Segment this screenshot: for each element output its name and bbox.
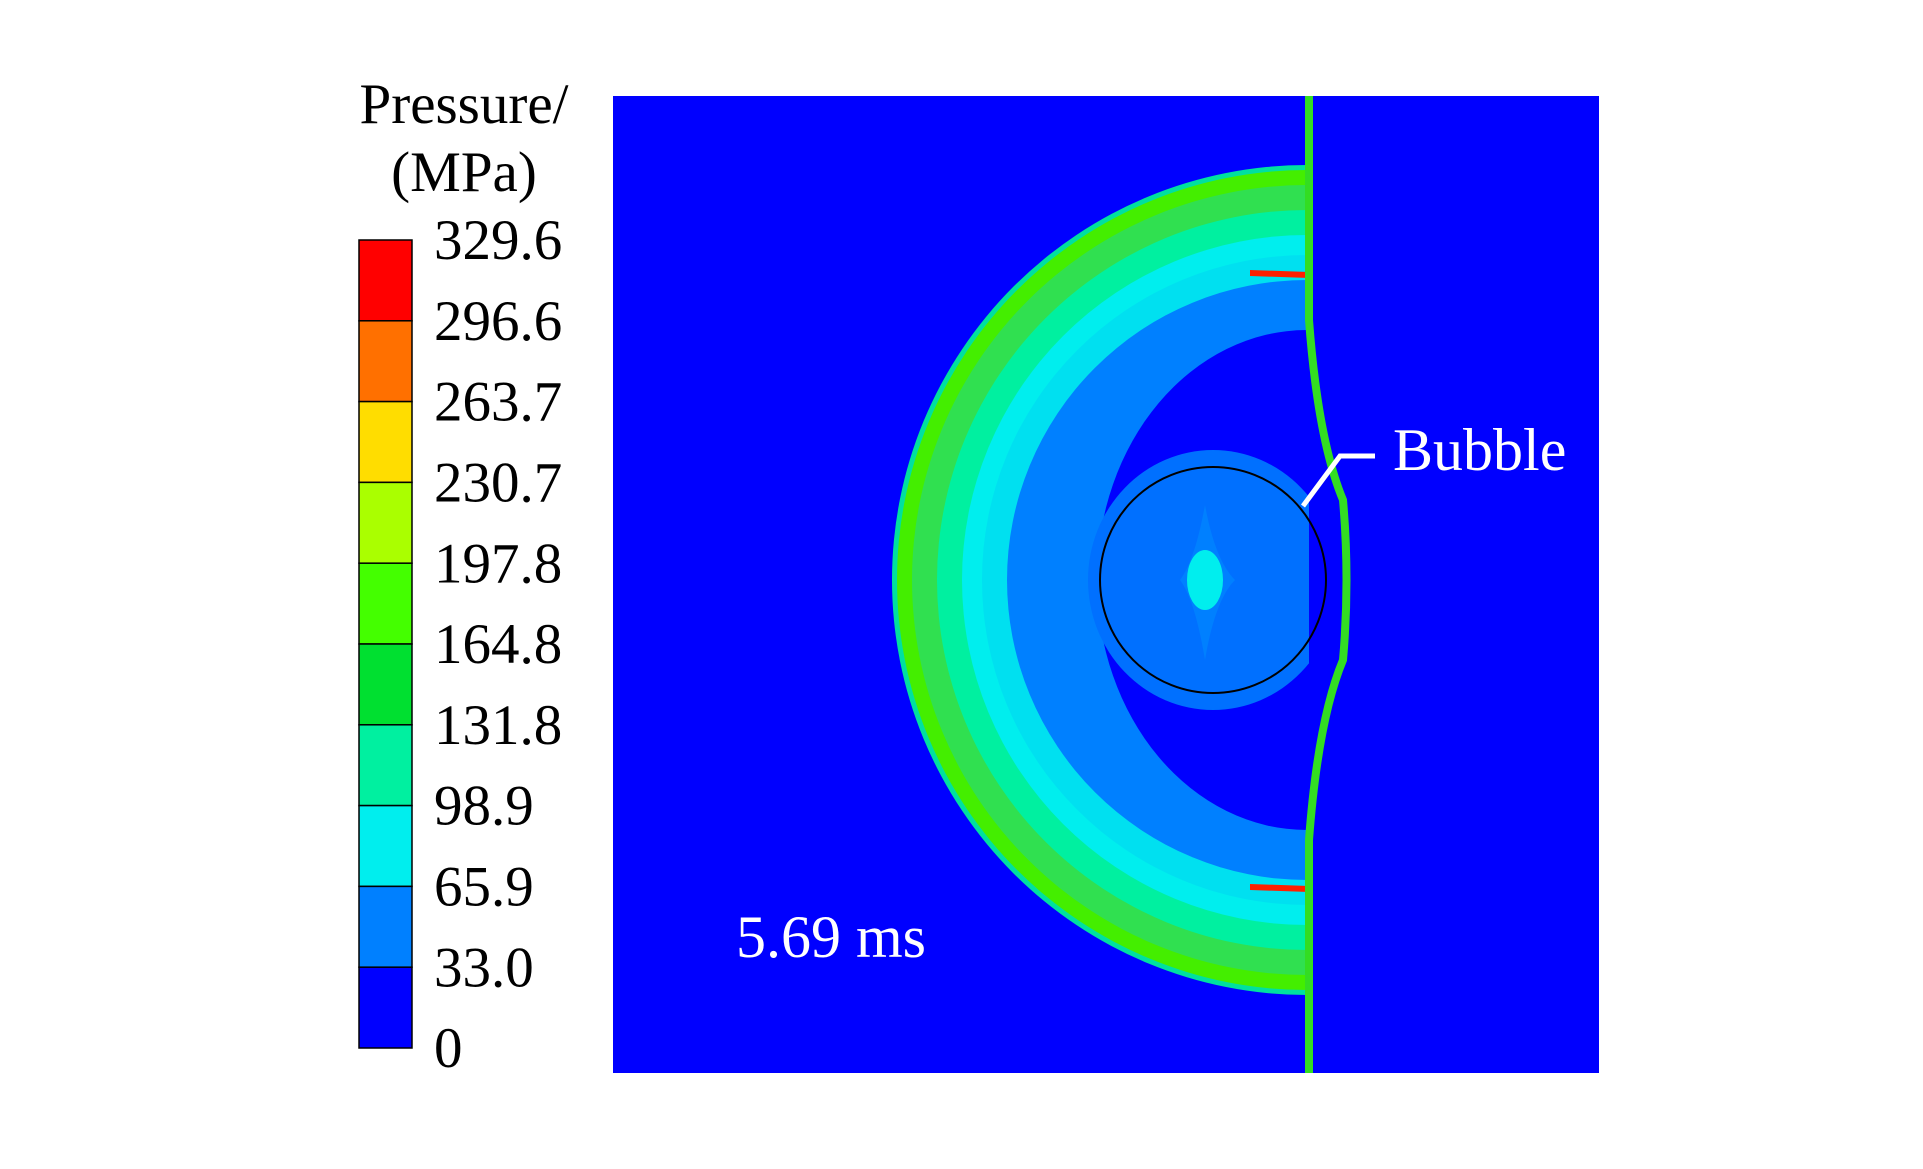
bubble-outline <box>1099 466 1327 694</box>
legend-title: Pressure/ <box>360 73 569 136</box>
legend-title: (MPa) <box>391 141 537 204</box>
colorbar-label: 0 <box>434 1017 463 1080</box>
shock-wave <box>892 165 1309 995</box>
colorbar-band <box>358 562 413 645</box>
interface <box>1305 96 1351 1073</box>
colorbar-label: 33.0 <box>434 936 534 999</box>
colorbar-band <box>358 239 413 322</box>
colorbar-label: 230.7 <box>434 451 562 514</box>
colorbar-label: 164.8 <box>434 613 562 676</box>
colorbar-band <box>358 804 413 888</box>
colorbar-label: 296.6 <box>434 290 562 353</box>
contour-plot: 5.69 ms Bubble <box>613 96 1599 1073</box>
colorbar-label: 98.9 <box>434 775 534 838</box>
colorbar-band <box>358 400 413 484</box>
colorbar: 329.6 296.6 263.7 230.7 197.8 164.8 131.8 98.9 6… <box>358 209 562 1080</box>
bubble-label: Bubble <box>1393 417 1566 483</box>
leader-line <box>1300 453 1375 508</box>
colorbar-band <box>358 885 413 968</box>
colorbar-label: 329.6 <box>434 209 562 272</box>
colorbar-band <box>358 320 413 403</box>
colorbar-band <box>358 724 413 807</box>
colorbar-label: 131.8 <box>434 694 562 757</box>
colorbar-label: 197.8 <box>434 532 562 595</box>
time-label: 5.69 ms <box>736 904 926 970</box>
colorbar-band <box>358 481 413 564</box>
colorbar-label: 65.9 <box>434 855 534 918</box>
colorbar-band <box>358 643 413 726</box>
colorbar-label: 263.7 <box>434 371 562 434</box>
colorbar-band <box>358 966 413 1049</box>
